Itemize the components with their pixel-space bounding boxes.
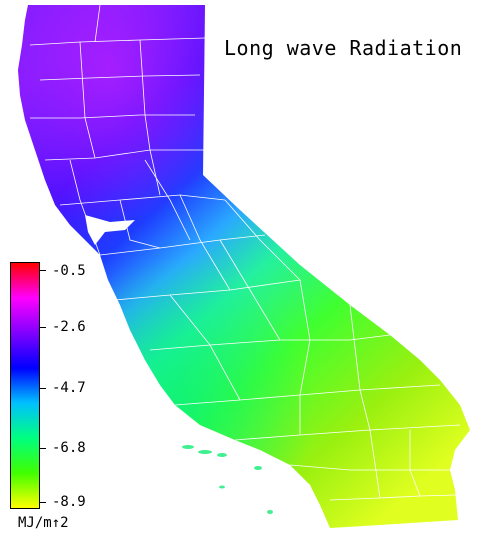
legend-tick-mark xyxy=(40,502,46,503)
channel-islands xyxy=(182,445,273,514)
legend-tick-label: -8.9 xyxy=(52,494,86,510)
legend-tick-label: -2.6 xyxy=(52,319,86,335)
legend-unit-label: MJ/m↑2 xyxy=(18,515,69,531)
state-shape xyxy=(18,5,470,528)
map-title: Long wave Radiation xyxy=(224,36,463,60)
legend-tick-mark xyxy=(40,327,46,328)
legend-color-bar xyxy=(10,262,40,509)
legend-tick-label: -6.8 xyxy=(52,440,86,456)
legend-tick-mark xyxy=(40,448,46,449)
bay-area-water xyxy=(85,215,135,245)
legend-tick-mark xyxy=(40,388,46,389)
legend-tick-mark xyxy=(40,270,46,271)
legend-tick-label: -4.7 xyxy=(52,380,86,396)
county-borders xyxy=(29,4,461,501)
legend-tick-label: -0.5 xyxy=(52,263,86,279)
